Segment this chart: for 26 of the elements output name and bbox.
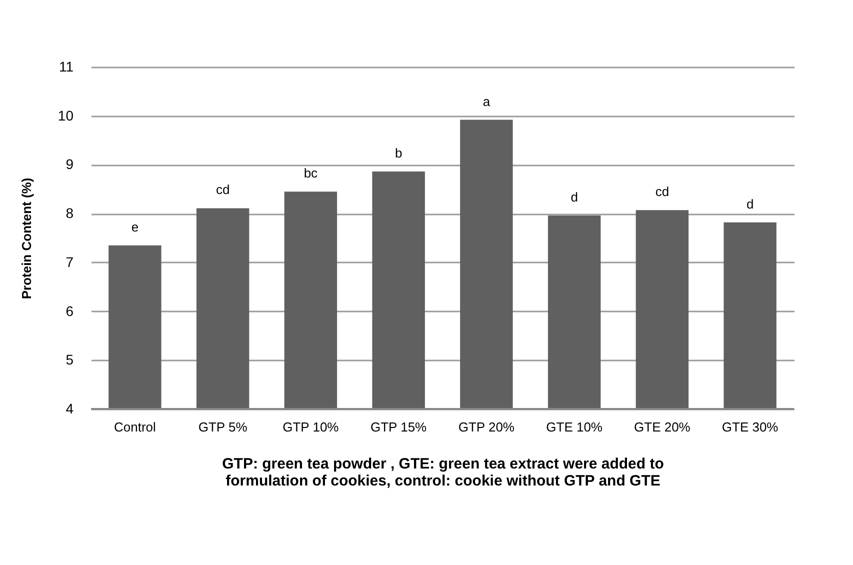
y-tick-label: 4	[66, 400, 74, 416]
x-axis-title: GTP: green tea powder , GTE: green tea extract were added to formulation of cookies, control: cookie without GTP and GTE	[222, 456, 664, 490]
annotation: cd	[216, 182, 230, 198]
y-tick-label: 5	[66, 352, 74, 368]
x-tick-label: GTP 20%	[458, 420, 515, 434]
y-axis-title: Protein Content (%)	[18, 178, 34, 300]
annotation: a	[482, 94, 491, 109]
annotation: d	[746, 196, 754, 212]
x-tick-label: GTE 10%	[546, 420, 603, 434]
annotation: b	[394, 146, 402, 161]
y-tick-label: 9	[66, 156, 74, 172]
y-tick-label: 10	[58, 107, 74, 124]
y-tick-label: 7	[66, 254, 74, 270]
y-tick-label: 6	[66, 302, 74, 319]
x-tick-label: GTP 15%	[370, 420, 428, 434]
y-tick-label: 11	[58, 58, 74, 74]
x-tick-label: Control	[114, 420, 156, 434]
annotation: d	[570, 190, 578, 205]
x-tick-label: GTP 10%	[282, 420, 340, 434]
x-tick-label: GTE 20%	[634, 420, 691, 434]
annotation: bc	[304, 166, 318, 181]
x-tick-label: GTP 5%	[198, 420, 248, 434]
x-tick-label: GTE 30%	[722, 420, 779, 434]
y-tick-label: 8	[66, 205, 74, 222]
annotation: e	[131, 219, 139, 234]
annotation: cd	[655, 184, 670, 200]
